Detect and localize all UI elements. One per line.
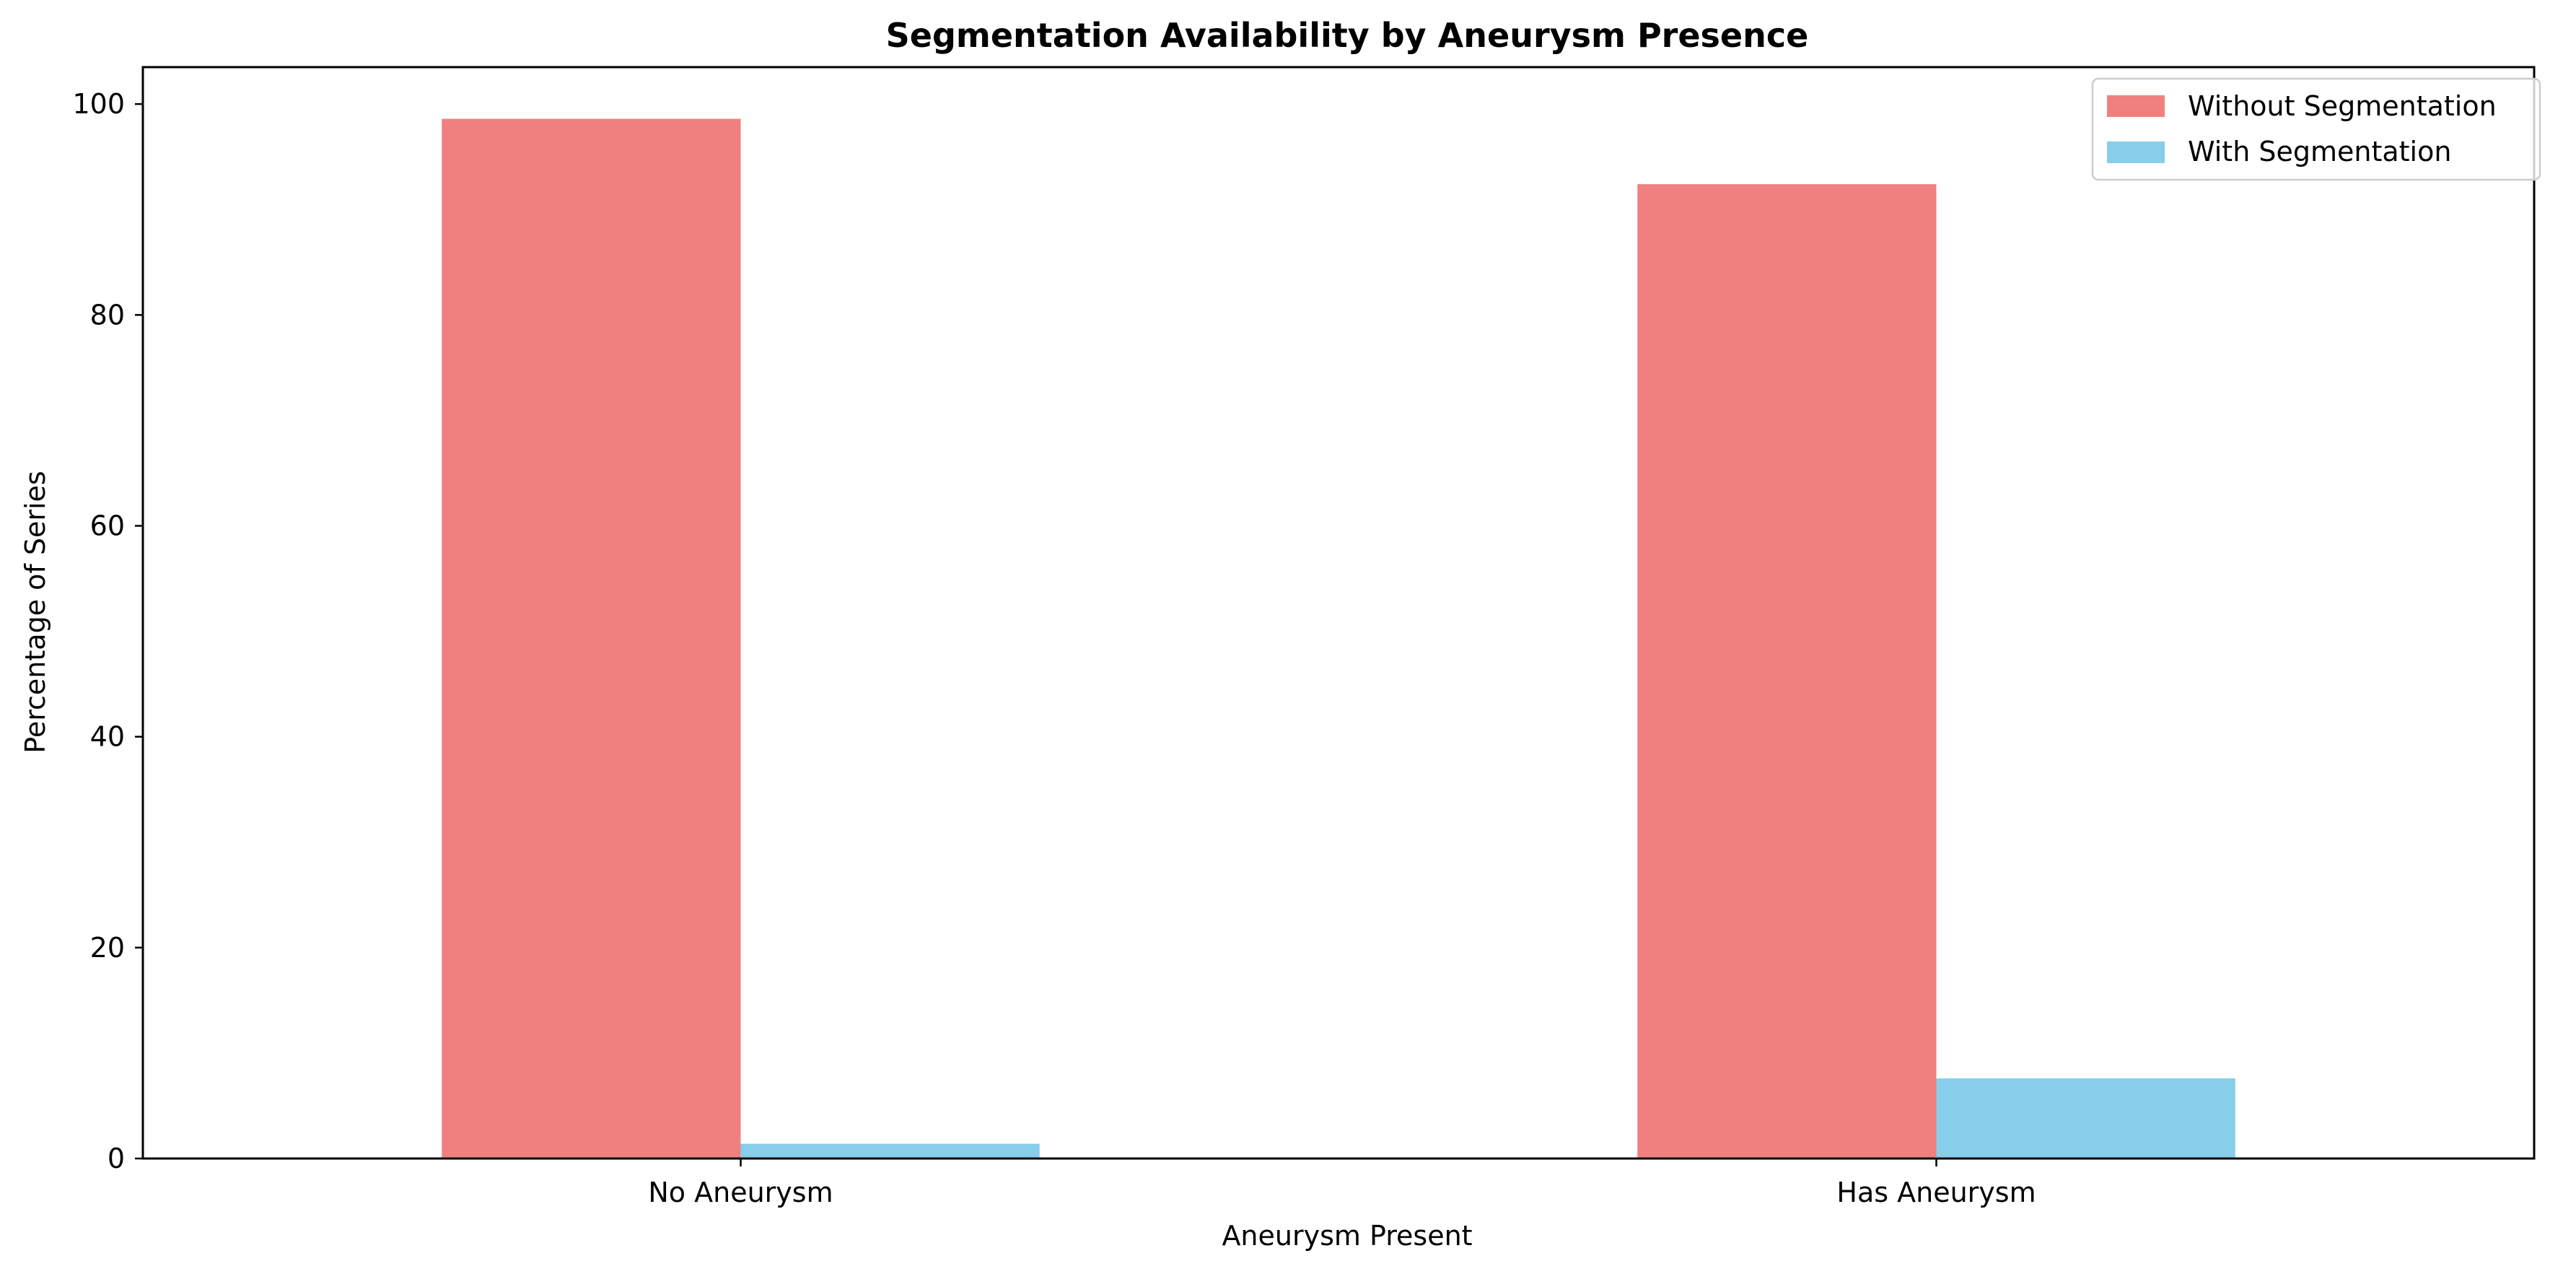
x-tick-label-has-aneurysm: Has Aneurysm bbox=[1836, 1177, 2036, 1208]
bar-with-segmentation-has-aneurysm bbox=[1936, 1078, 2235, 1159]
y-axis-ticks: 0 20 40 60 80 100 bbox=[72, 88, 143, 1174]
plot-frame bbox=[141, 66, 2536, 1160]
legend-swatch-with-segmentation bbox=[2107, 141, 2165, 163]
y-tick-label: 20 bbox=[90, 932, 125, 964]
y-tick-label: 0 bbox=[108, 1143, 125, 1174]
x-axis-label: Aneurysm Present bbox=[1222, 1220, 1472, 1252]
legend-label-with-segmentation: With Segmentation bbox=[2188, 136, 2451, 167]
legend-label-without-segmentation: Without Segmentation bbox=[2188, 90, 2497, 122]
x-axis-ticks: No Aneurysm Has Aneurysm bbox=[648, 1159, 2036, 1208]
y-tick-label: 60 bbox=[90, 510, 125, 541]
y-tick-label: 40 bbox=[90, 721, 125, 753]
y-tick-label: 80 bbox=[90, 299, 125, 331]
y-tick-label: 100 bbox=[72, 88, 125, 120]
bar-without-segmentation-no-aneurysm bbox=[442, 118, 741, 1159]
bar-without-segmentation-has-aneurysm bbox=[1637, 184, 1937, 1159]
bars-layer bbox=[442, 118, 2235, 1159]
y-axis-label: Percentage of Series bbox=[19, 471, 51, 753]
legend-swatch-without-segmentation bbox=[2107, 95, 2165, 117]
legend: Without Segmentation With Segmentation bbox=[2091, 77, 2541, 181]
x-tick-label-no-aneurysm: No Aneurysm bbox=[648, 1177, 833, 1208]
legend-box bbox=[2091, 77, 2541, 181]
bar-with-segmentation-no-aneurysm bbox=[740, 1143, 1040, 1159]
chart-title: Segmentation Availability by Aneurysm Pr… bbox=[886, 16, 1809, 55]
